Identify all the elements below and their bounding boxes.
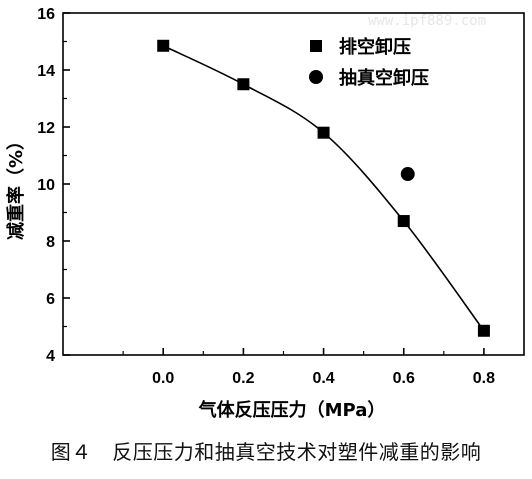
y-tick-label: 4 <box>46 348 55 365</box>
y-axis-title: 减重率（%） <box>5 132 27 240</box>
x-tick-label: 0.4 <box>312 370 334 387</box>
legend-label: 抽真空卸压 <box>339 67 429 89</box>
watermark-text: www.ipf889.com <box>368 13 486 29</box>
x-tick-label: 0.8 <box>473 370 495 387</box>
data-point-square <box>317 126 330 139</box>
x-tick-label: 0.0 <box>152 370 174 387</box>
series-line <box>162 45 485 332</box>
plot-frame <box>62 12 525 356</box>
data-point-square <box>477 324 490 337</box>
x-axis-title: 气体反压压力（MPa） <box>198 399 386 421</box>
legend-marker-square <box>310 40 322 52</box>
data-point-square <box>157 39 170 52</box>
data-point-circle <box>400 167 415 182</box>
plot-area: 0.0 0.2 0.4 0.6 0.8 4 6 8 10 12 14 16 <box>37 6 525 387</box>
x-tick-label: 0.2 <box>232 370 254 387</box>
y-tick-label: 16 <box>37 6 55 23</box>
y-tick-label: 10 <box>37 177 55 194</box>
data-point-square <box>397 215 410 228</box>
legend-marker-circle <box>309 70 323 84</box>
y-tick-label: 14 <box>37 63 55 80</box>
data-point-square <box>237 78 250 91</box>
legend-label: 排空卸压 <box>339 36 411 58</box>
y-tick-label: 8 <box>46 234 55 251</box>
y-tick-label: 6 <box>46 291 55 308</box>
chart: www.ipf889.com 0.0 0.2 0.4 0.6 0.8 4 6 8 10 12 14 1… <box>5 6 525 421</box>
figure-caption: 图４ 反压压力和抽真空技术对塑件减重的影响 <box>50 440 482 464</box>
y-tick-label: 12 <box>37 120 55 137</box>
x-tick-label: 0.6 <box>393 370 415 387</box>
